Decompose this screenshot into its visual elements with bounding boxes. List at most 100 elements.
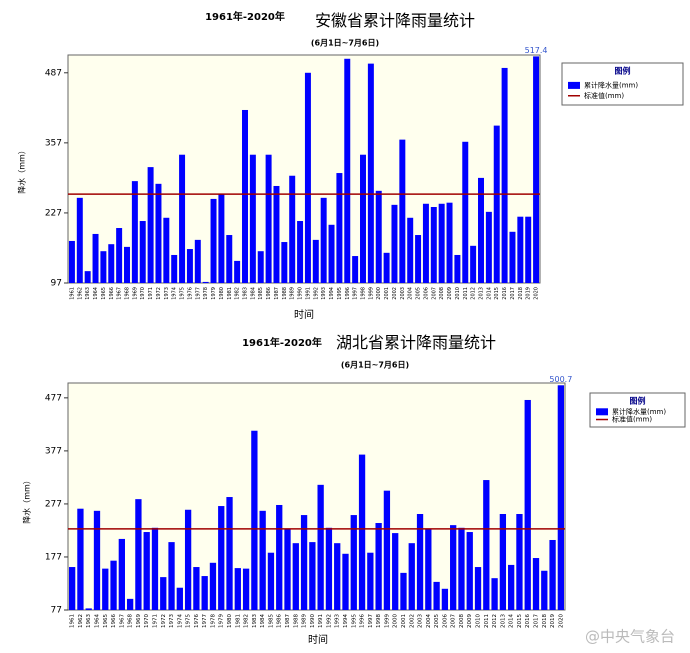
x-tick-label: 1974 — [172, 287, 178, 300]
bar — [541, 570, 548, 610]
bar — [289, 175, 296, 283]
bar — [516, 514, 523, 610]
bar — [508, 564, 515, 610]
bar — [265, 154, 272, 283]
bar — [186, 249, 193, 283]
x-tick-label: 2020 — [534, 287, 540, 300]
subtitle: (6月1日~7月6日) — [341, 361, 409, 370]
bar — [441, 588, 449, 610]
bar — [557, 385, 565, 610]
x-tick-label: 2003 — [400, 287, 406, 300]
x-tick-label: 1961 — [69, 287, 75, 300]
y-tick-label: 97 — [51, 279, 62, 289]
x-tick-label: 1970 — [144, 614, 150, 628]
x-tick-label: 2011 — [463, 287, 469, 300]
x-tick-label: 1977 — [202, 614, 208, 628]
x-tick-label: 1999 — [368, 287, 374, 300]
bar — [433, 581, 440, 610]
x-tick-label: 1993 — [335, 614, 341, 628]
x-tick-label: 1978 — [203, 287, 209, 300]
x-tick-label: 2007 — [431, 287, 437, 300]
x-tick-label: 2016 — [525, 614, 531, 628]
bar — [462, 141, 469, 283]
bar — [533, 56, 540, 284]
bar — [135, 499, 142, 610]
x-tick-label: 1986 — [277, 614, 283, 628]
x-tick-label: 2004 — [426, 614, 432, 628]
title-box — [322, 330, 510, 357]
bar — [407, 217, 414, 283]
bar — [267, 552, 275, 610]
x-tick-label: 1980 — [219, 287, 225, 300]
x-tick-label: 2002 — [409, 614, 415, 628]
legend-label: 累计降水量(mm) — [584, 80, 638, 89]
bar — [524, 399, 531, 610]
bar — [226, 497, 233, 610]
legend-label: 标准值(mm) — [612, 415, 652, 424]
x-tick-label: 1964 — [93, 287, 99, 300]
bar — [202, 281, 209, 283]
bar — [446, 202, 453, 283]
bar — [499, 514, 507, 610]
bar — [383, 490, 391, 610]
bar — [131, 181, 138, 283]
chart-title: 安徽省累计降雨量统计 — [315, 11, 475, 30]
x-tick-label: 1994 — [329, 287, 335, 300]
bar — [509, 231, 516, 283]
x-tick-label: 1998 — [376, 614, 382, 628]
x-tick-label: 1968 — [128, 614, 134, 628]
bar — [93, 510, 101, 610]
bar — [358, 454, 366, 610]
y-tick-label: 227 — [45, 208, 62, 218]
bar — [163, 217, 170, 283]
x-tick-label: 1969 — [132, 287, 138, 300]
x-tick-label: 1993 — [321, 287, 327, 300]
bar — [532, 558, 540, 610]
bar — [525, 216, 532, 283]
bar — [328, 224, 335, 283]
x-tick-label: 1992 — [313, 287, 319, 300]
x-tick-label: 2001 — [401, 614, 407, 628]
x-tick-label: 2015 — [517, 614, 523, 628]
x-tick-label: 1992 — [326, 614, 332, 628]
x-tick-label: 2017 — [510, 287, 516, 300]
pretitle: 1961年-2020年 — [242, 336, 322, 349]
x-tick-label: 2000 — [393, 614, 399, 628]
title-box — [300, 8, 490, 35]
bar — [470, 245, 477, 283]
x-tick-label: 1984 — [260, 614, 266, 628]
bar — [242, 568, 250, 610]
x-tick-label: 1979 — [219, 614, 225, 628]
legend-box — [561, 62, 684, 106]
x-tick-label: 1981 — [227, 287, 233, 300]
x-tick-label: 1964 — [94, 614, 100, 628]
bar — [438, 203, 445, 283]
bar — [108, 244, 115, 283]
bar — [249, 154, 256, 283]
chart-title: 湖北省累计降雨量统计 — [336, 333, 496, 352]
x-tick-label: 1997 — [368, 614, 374, 628]
x-tick-label: 1991 — [305, 287, 311, 300]
x-tick-label: 2005 — [416, 287, 422, 300]
x-tick-label: 2007 — [451, 614, 457, 628]
bar — [300, 515, 308, 610]
bar — [251, 430, 258, 610]
bar — [466, 532, 473, 610]
x-tick-label: 2019 — [550, 614, 556, 628]
x-tick-label: 2018 — [518, 287, 524, 300]
x-tick-label: 2019 — [526, 287, 532, 300]
x-tick-label: 1973 — [169, 614, 175, 628]
bar — [501, 67, 508, 283]
x-tick-label: 1991 — [318, 614, 324, 628]
bar — [383, 252, 390, 283]
bar — [422, 203, 429, 283]
x-tick-label: 1972 — [156, 287, 162, 300]
bar — [218, 506, 225, 610]
x-tick-label: 2002 — [392, 287, 398, 300]
y-tick-label: 377 — [45, 446, 62, 456]
x-tick-label: 2014 — [509, 614, 515, 628]
x-tick-label: 1966 — [109, 287, 115, 300]
legend-label: 标准值(mm) — [584, 91, 624, 100]
plot-area — [67, 54, 541, 284]
